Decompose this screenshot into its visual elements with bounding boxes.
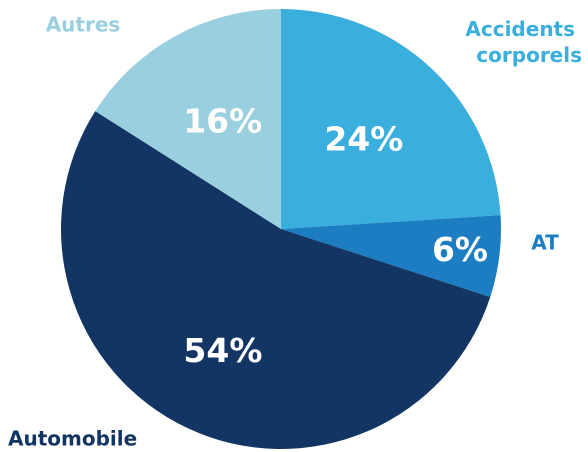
pie-slice-autres — [95, 8, 281, 229]
pie-slices — [60, 8, 501, 449]
percentage-labels: 24% 6% 54% 16% — [183, 101, 488, 369]
category-label-autres: Autres — [46, 13, 121, 37]
category-label-at: AT — [531, 231, 559, 255]
percentage-label-at: 6% — [432, 230, 488, 269]
pie-slice-accidents-corporels — [281, 9, 501, 229]
pie-slice-automobile — [60, 111, 491, 449]
category-label-accidents-corporels: Accidents corporels — [465, 17, 582, 67]
percentage-label-accidents-corporels: 24% — [324, 119, 403, 158]
percentage-label-autres: 16% — [183, 101, 262, 140]
percentage-label-automobile: 54% — [183, 331, 262, 370]
pie-slice-at — [281, 215, 501, 297]
category-label-automobile: Automobile — [8, 427, 137, 451]
